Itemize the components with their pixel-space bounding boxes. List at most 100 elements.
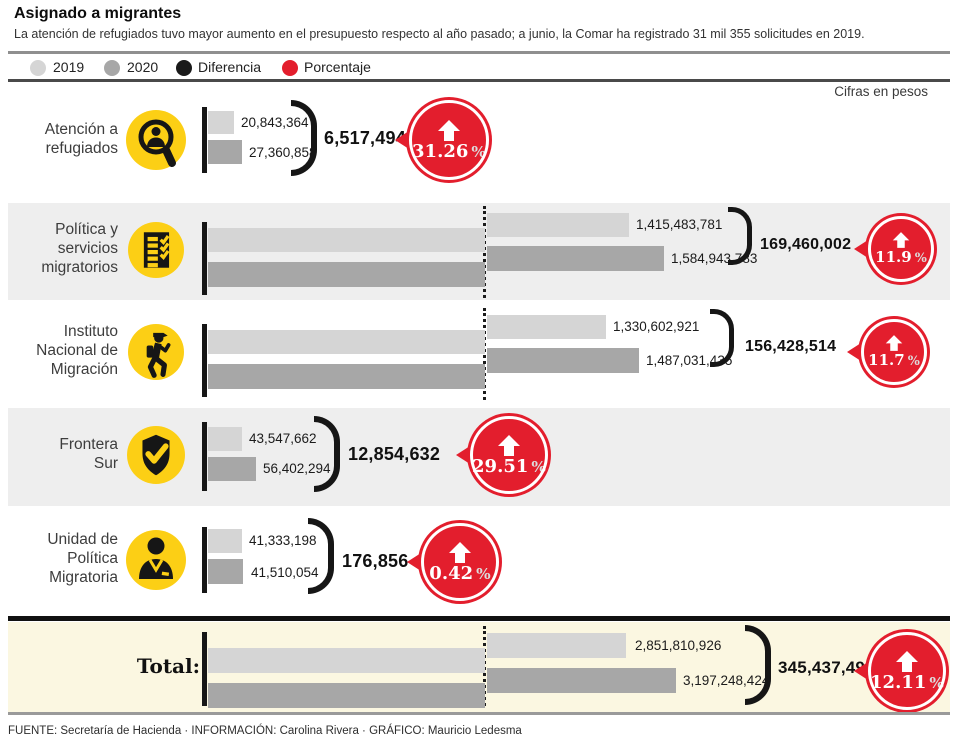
bar-2019	[208, 427, 242, 451]
percent-value: 29.51%	[472, 455, 546, 477]
row-politica-servicios: Política y servicios migratorios 1,415,4…	[8, 203, 950, 300]
difference-value: 6,517,494	[324, 128, 406, 148]
row-label: Frontera Sur	[59, 436, 118, 472]
row-label: Atención a refugiados	[44, 121, 118, 157]
difference-value: 176,856	[342, 551, 409, 571]
search-person-icon	[126, 110, 186, 170]
bar-2019-main	[208, 228, 485, 252]
value-2019: 1,415,483,781	[636, 217, 723, 232]
row-unidad-politica: Unidad de Política Migratoria 41,333,198…	[8, 512, 950, 610]
axis-break-line	[483, 206, 486, 298]
bar-2019-continuation	[487, 633, 626, 658]
bracket	[710, 309, 734, 367]
difference-value: 169,460,002	[760, 236, 852, 253]
bar-2020-continuation	[487, 246, 664, 271]
legend-label-2020: 2020	[127, 59, 159, 75]
total-label: Total:	[136, 654, 200, 678]
badge-tail	[847, 343, 861, 361]
row-label: Política y servicios migratorios	[41, 221, 118, 276]
legend-dot-diferencia	[176, 60, 192, 76]
badge-tail	[395, 131, 409, 149]
percent-badge: 12.11%	[854, 629, 949, 713]
percent-badge: 29.51%	[456, 413, 551, 497]
badge-tail	[407, 553, 421, 571]
bar-2019	[208, 111, 234, 134]
bracket	[308, 518, 334, 594]
row-total: Total: 2,851,810,926 3,197,248,424 345,4…	[8, 622, 950, 713]
legend-dot-2019	[30, 60, 46, 76]
row-instituto-migracion: Instituto Nacional de Migración 1,330,60…	[8, 305, 950, 402]
value-2019: 1,330,602,921	[613, 319, 700, 334]
row-atencion-refugiados: Atención a refugiados 20,843,364 27,360,…	[8, 95, 950, 195]
value-2019: 2,851,810,926	[635, 638, 722, 653]
page-title: Asignado a migrantes	[14, 5, 182, 22]
up-arrow-icon	[498, 434, 520, 456]
source-credits: FUENTE: Secretaría de Hacienda · INFORMA…	[8, 725, 522, 737]
up-arrow-icon	[449, 541, 471, 563]
bar-2019-main	[208, 330, 485, 354]
businessman-icon	[126, 530, 186, 590]
difference-value: 12,854,632	[348, 444, 441, 464]
divider	[8, 51, 950, 54]
up-arrow-icon	[896, 650, 918, 672]
axis-line	[202, 632, 207, 706]
difference-value: 345,437,498	[778, 658, 875, 677]
percent-value: 11.9%	[875, 248, 927, 267]
row-frontera-sur: Frontera Sur 43,547,662 56,402,294 12,85…	[8, 408, 950, 506]
legend-label-2019: 2019	[53, 59, 85, 75]
bracket	[728, 207, 752, 265]
total-separator	[8, 616, 950, 621]
bar-2020-main	[208, 683, 485, 708]
unit-note: Cifras en pesos	[834, 84, 928, 99]
badge-tail	[854, 662, 868, 680]
axis-break-line	[483, 308, 486, 400]
axis-line	[202, 527, 207, 593]
bar-2019-main	[208, 648, 485, 673]
badge-tail	[456, 446, 470, 464]
legend-label-porcentaje: Porcentaje	[304, 59, 371, 75]
legend-label-diferencia: Diferencia	[198, 59, 262, 75]
bar-2020	[208, 559, 243, 584]
axis-line	[202, 107, 207, 173]
bar-2020-main	[208, 364, 485, 389]
axis-line	[202, 422, 207, 491]
value-2020: 41,510,054	[251, 565, 319, 580]
percent-badge: 11.9%	[854, 213, 937, 285]
divider	[8, 79, 950, 82]
checklist-icon	[128, 222, 184, 278]
page-subtitle: La atención de refugiados tuvo mayor aum…	[14, 27, 865, 41]
value-2019: 43,547,662	[249, 431, 317, 446]
percent-value: 12.11%	[870, 671, 944, 693]
divider	[8, 712, 950, 715]
bar-2020	[208, 140, 242, 164]
bar-2019	[208, 529, 242, 553]
badge-tail	[854, 240, 868, 258]
legend-dot-porcentaje	[282, 60, 298, 76]
axis-line	[202, 222, 207, 295]
percent-value: 31.26%	[412, 140, 486, 162]
value-2020: 56,402,294	[263, 461, 331, 476]
bracket	[314, 416, 340, 492]
percent-badge: 0.42%	[407, 520, 502, 604]
up-arrow-icon	[885, 335, 903, 351]
axis-line	[202, 324, 207, 397]
bracket	[745, 625, 771, 705]
percent-badge: 31.26%	[395, 97, 492, 183]
row-label: Instituto Nacional de Migración	[36, 323, 118, 378]
legend-dot-2020	[104, 60, 120, 76]
percent-badge: 11.7%	[847, 316, 930, 388]
bar-2020	[208, 457, 256, 481]
legend: 2019 2020 Diferencia Porcentaje	[8, 58, 950, 78]
walking-person-icon	[128, 324, 184, 380]
bar-2020-main	[208, 262, 485, 287]
value-2019: 41,333,198	[249, 533, 317, 548]
bar-2020-continuation	[487, 668, 676, 693]
up-arrow-icon	[892, 232, 910, 248]
row-label: Unidad de Política Migratoria	[47, 531, 118, 586]
up-arrow-icon	[438, 119, 460, 141]
bar-2019-continuation	[487, 213, 629, 237]
bar-2020-continuation	[487, 348, 639, 373]
difference-value: 156,428,514	[745, 338, 837, 355]
shield-check-icon	[127, 426, 185, 484]
